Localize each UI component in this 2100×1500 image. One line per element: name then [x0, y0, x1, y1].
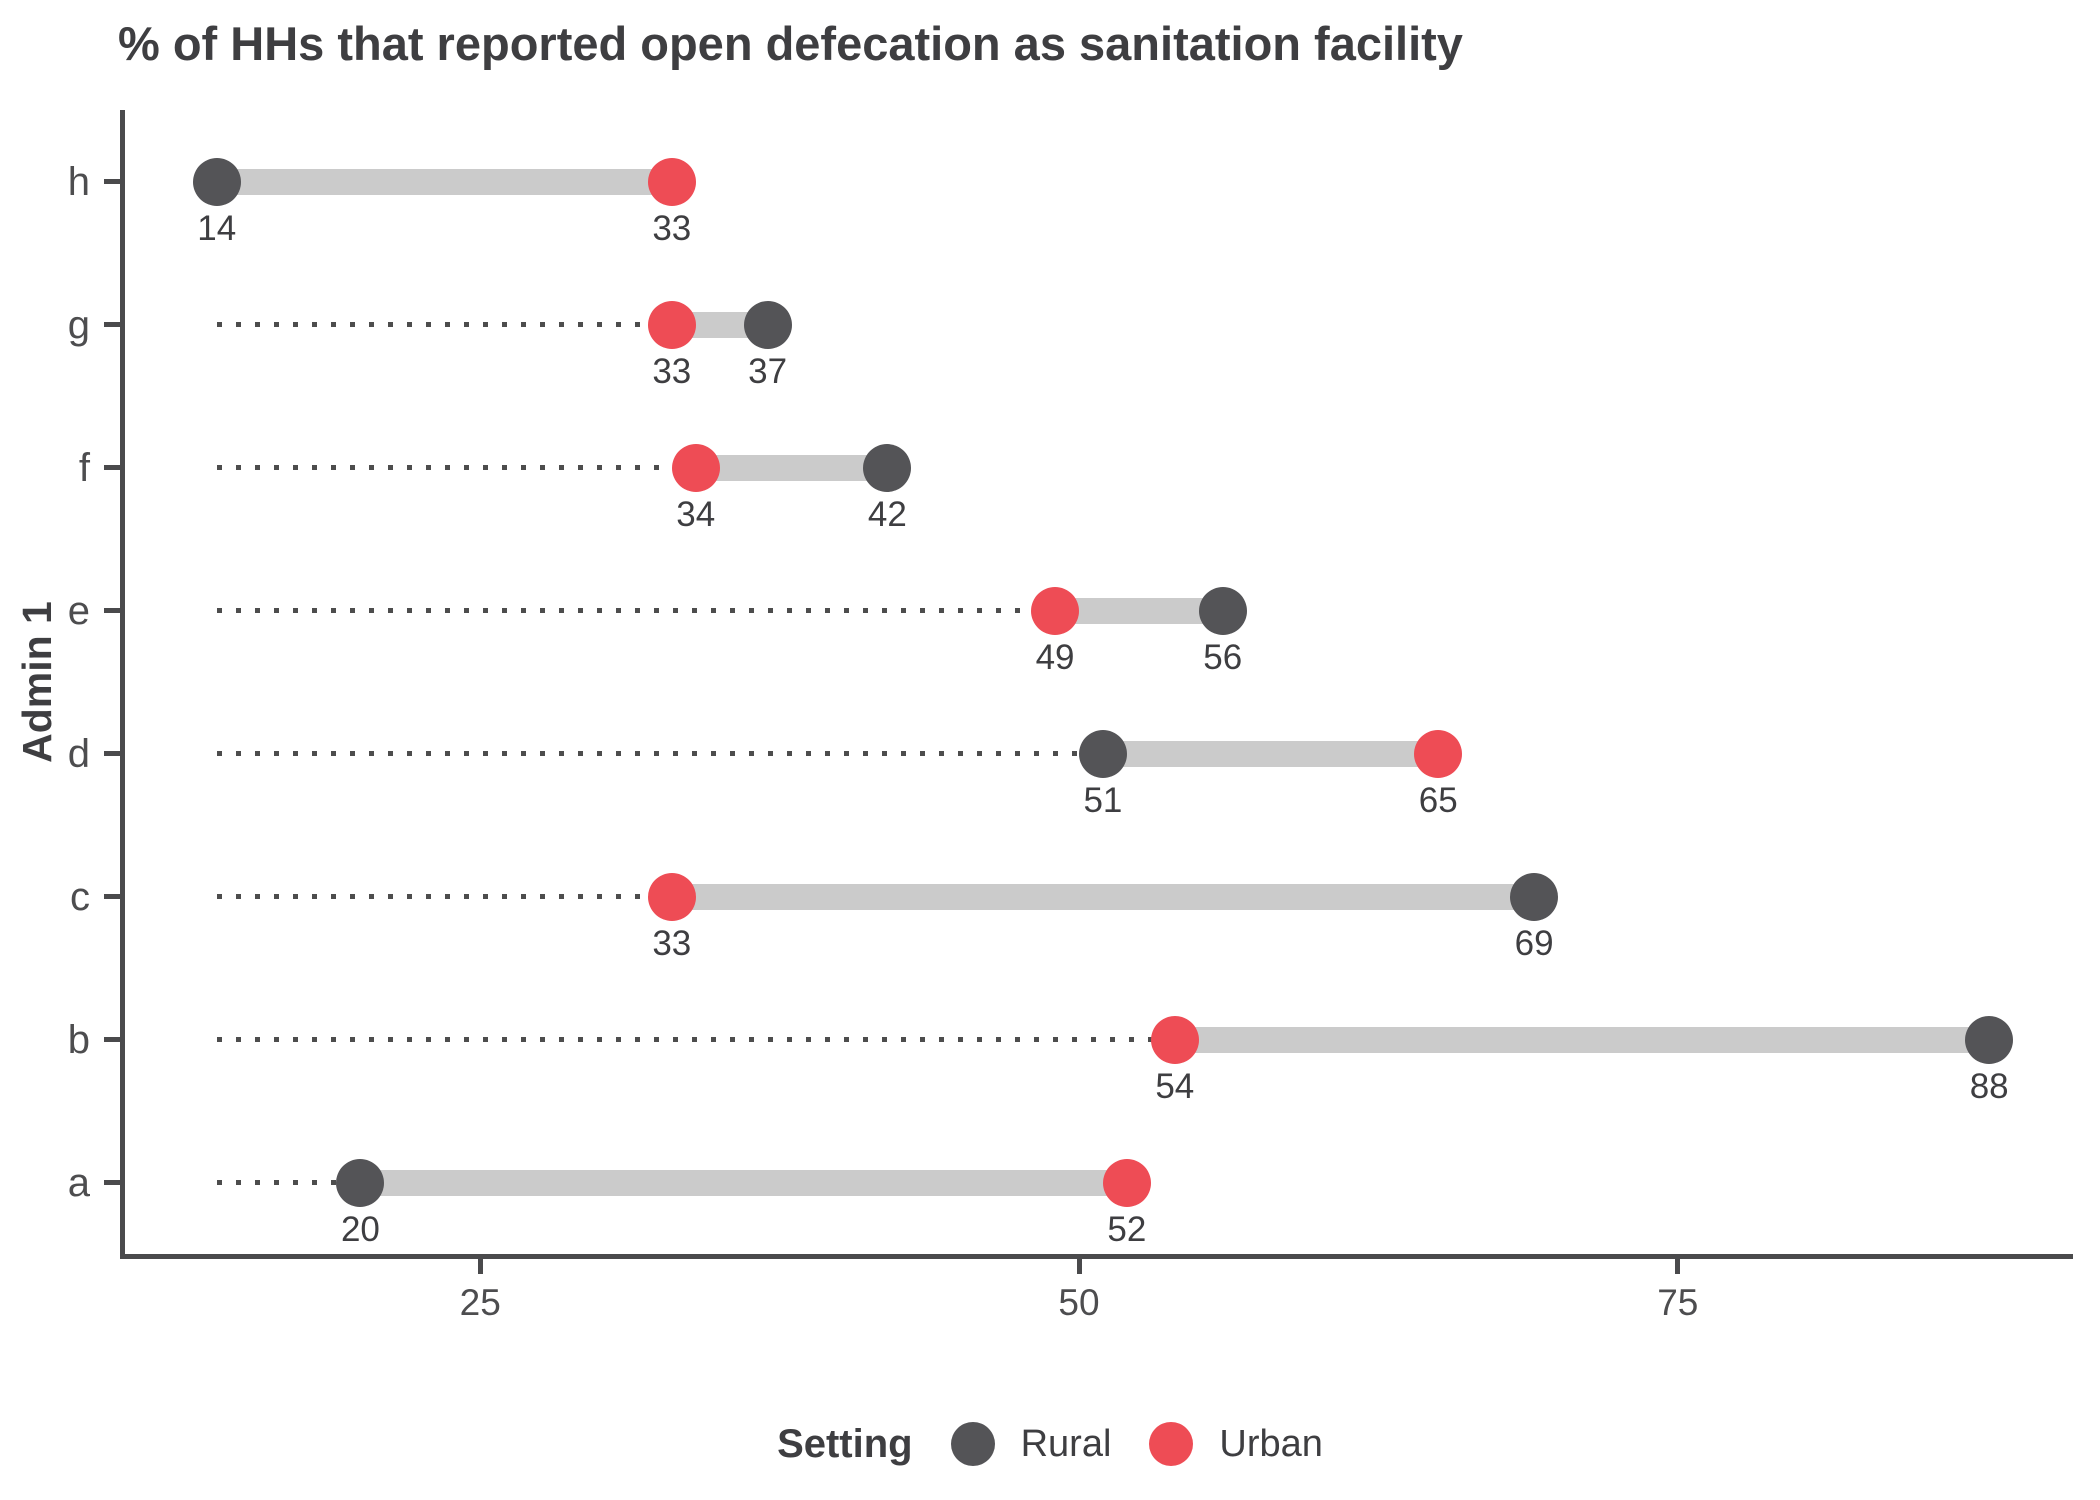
urban-value-label-c: 33 [652, 923, 692, 963]
rural-value-label-d: 51 [1083, 780, 1123, 820]
x-tick-label-25: 25 [459, 1282, 501, 1323]
category-label-e: e [67, 588, 90, 633]
chart-title: % of HHs that reported open defecation a… [118, 17, 1463, 70]
rural-dot-g [743, 300, 792, 349]
urban-value-label-h: 33 [652, 208, 692, 248]
urban-dot-h [647, 157, 696, 206]
connector-bar-f [695, 454, 888, 481]
leader-line-a [216, 1180, 361, 1185]
rural-legend-dot-icon [950, 1422, 995, 1466]
rural-dot-e [1198, 586, 1247, 635]
rural-value-label-b: 88 [1969, 1066, 2009, 1106]
category-label-h: h [67, 159, 90, 204]
legend-item-urban: Urban [1149, 1422, 1323, 1466]
leader-line-b [216, 1037, 1175, 1042]
rural-value-label-g: 37 [748, 351, 788, 391]
connector-bar-b [1174, 1026, 1990, 1053]
legend: Setting Rural Urban [0, 1408, 2100, 1480]
y-tick-f [104, 465, 120, 470]
x-tick-75 [1675, 1259, 1681, 1274]
urban-dot-d [1414, 729, 1463, 778]
urban-legend-dot-icon [1149, 1422, 1194, 1466]
rural-value-label-c: 69 [1514, 923, 1554, 963]
urban-value-label-f: 34 [676, 494, 716, 534]
rural-value-label-a: 20 [340, 1209, 380, 1249]
legend-item-rural: Rural [950, 1422, 1112, 1466]
category-label-g: g [67, 302, 90, 347]
leader-line-g [216, 322, 672, 327]
y-tick-g [104, 322, 120, 327]
rural-value-label-f: 42 [867, 494, 907, 534]
connector-bar-h [216, 168, 672, 195]
x-tick-25 [477, 1259, 483, 1274]
urban-dot-a [1102, 1158, 1151, 1207]
y-tick-d [104, 751, 120, 756]
rural-value-label-e: 56 [1203, 637, 1243, 677]
x-tick-50 [1076, 1259, 1082, 1274]
plot-panel: h 14 33 g 37 33 f 42 34 e 56 49 d 51 65 c 69 33 b 88 54 a 20 52… [68, 110, 2073, 1323]
x-tick-label-75: 75 [1657, 1282, 1699, 1323]
category-label-f: f [78, 445, 90, 490]
urban-value-label-d: 65 [1418, 780, 1458, 820]
connector-bar-d [1102, 740, 1439, 767]
connector-bar-a [360, 1169, 1127, 1196]
y-tick-h [104, 179, 120, 184]
connector-bar-e [1055, 597, 1223, 624]
y-tick-c [104, 894, 120, 899]
y-tick-e [104, 608, 120, 613]
urban-value-label-a: 52 [1107, 1209, 1147, 1249]
urban-dot-b [1150, 1015, 1199, 1064]
urban-dot-e [1031, 586, 1080, 635]
urban-dot-f [671, 443, 720, 492]
rural-value-label-h: 14 [197, 208, 237, 248]
leader-line-f [216, 465, 696, 470]
y-tick-b [104, 1037, 120, 1042]
rural-dot-b [1965, 1015, 2014, 1064]
legend-title: Setting [777, 1421, 913, 1466]
urban-value-label-g: 33 [652, 351, 692, 391]
urban-value-label-e: 49 [1035, 637, 1075, 677]
urban-dot-g [647, 300, 696, 349]
urban-dot-c [647, 872, 696, 921]
category-label-d: d [67, 731, 90, 776]
rural-dot-h [192, 157, 241, 206]
urban-value-label-b: 54 [1155, 1066, 1195, 1106]
rural-dot-d [1078, 729, 1127, 778]
category-label-a: a [67, 1160, 90, 1205]
leader-line-c [216, 894, 672, 899]
rural-legend-label: Rural [1020, 1422, 1112, 1465]
rural-dot-c [1510, 872, 1559, 921]
leader-line-e [216, 608, 1056, 613]
rural-dot-f [863, 443, 912, 492]
category-label-b: b [67, 1017, 90, 1062]
urban-legend-label: Urban [1219, 1422, 1323, 1465]
leader-line-d [216, 751, 1103, 756]
connector-bar-c [671, 883, 1535, 910]
x-tick-label-50: 50 [1058, 1282, 1100, 1323]
category-label-c: c [70, 874, 90, 919]
y-tick-a [104, 1180, 120, 1185]
rural-dot-a [336, 1158, 385, 1207]
